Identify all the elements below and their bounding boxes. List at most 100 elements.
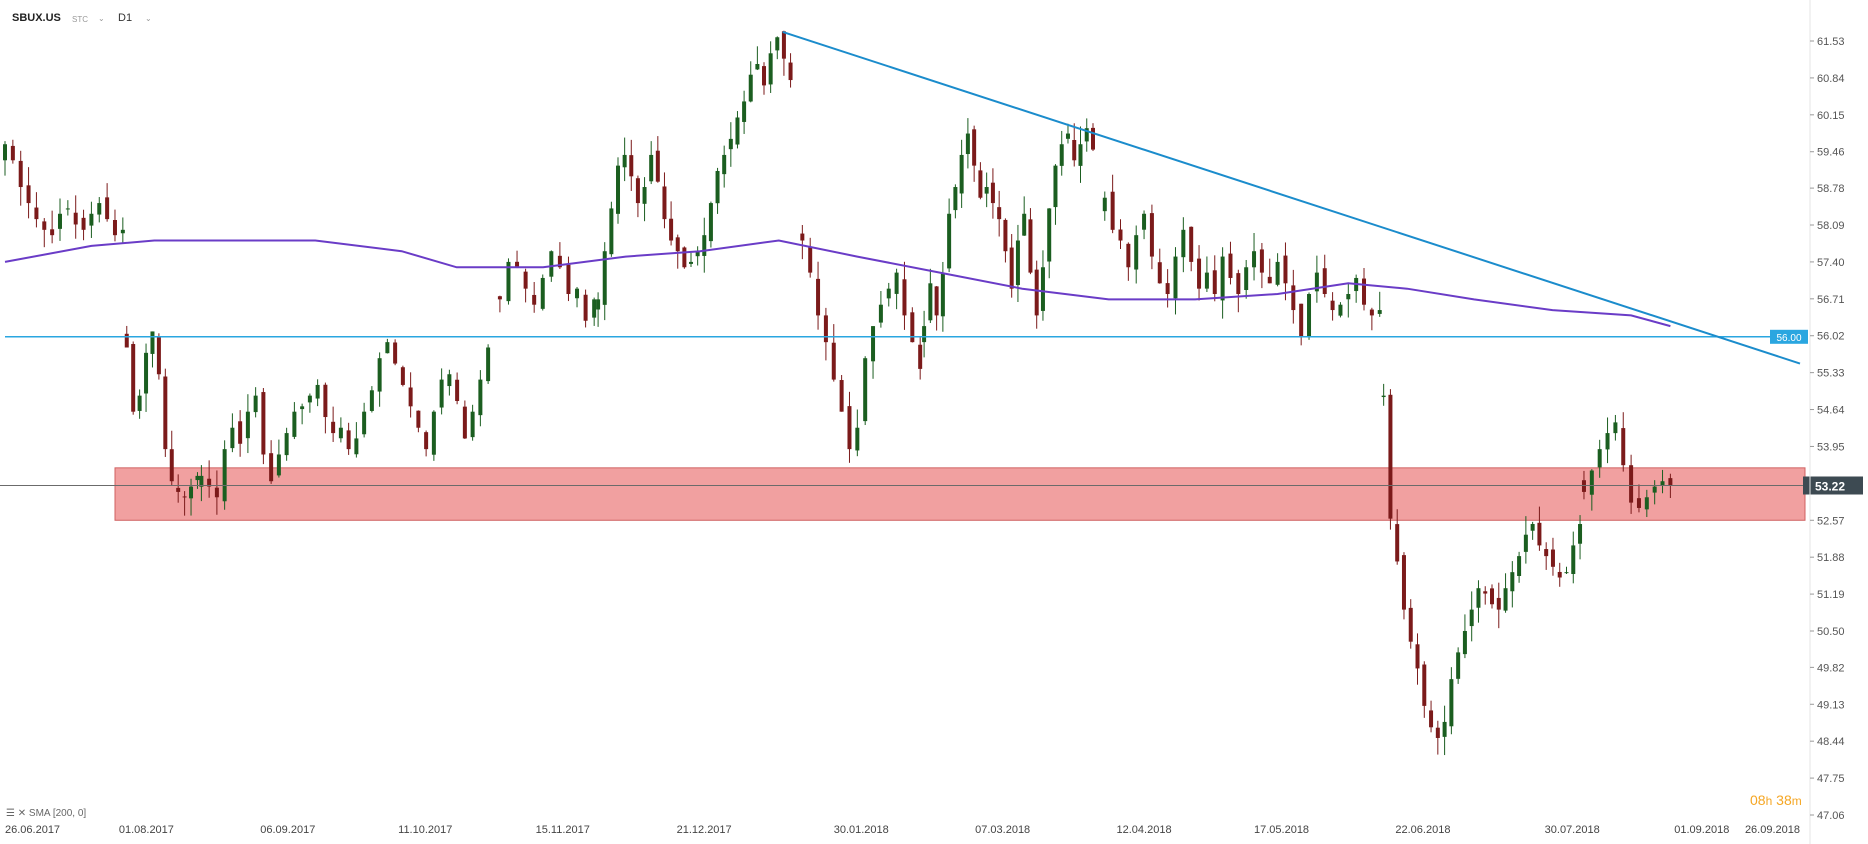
candle-body[interactable] [1557, 571, 1562, 578]
candle-body[interactable] [1197, 258, 1202, 289]
candle-body[interactable] [26, 185, 31, 204]
candle-body[interactable] [385, 342, 390, 354]
candle-body[interactable] [1636, 498, 1641, 508]
candle-body[interactable] [1456, 652, 1461, 679]
candle-body[interactable] [878, 304, 883, 323]
candle-body[interactable] [622, 154, 627, 168]
candle-body[interactable] [331, 421, 336, 434]
candle-body[interactable] [1490, 588, 1495, 605]
candle-body[interactable] [369, 390, 374, 411]
candle-body[interactable] [1173, 256, 1178, 299]
candle-body[interactable] [1065, 133, 1070, 139]
candle-body[interactable] [1381, 395, 1386, 398]
candle-body[interactable] [112, 220, 117, 236]
candle-body[interactable] [284, 433, 289, 456]
candle-body[interactable] [362, 411, 367, 435]
candle-body[interactable] [105, 197, 110, 220]
candle-body[interactable] [1476, 588, 1481, 608]
candle-body[interactable] [984, 187, 989, 194]
symbol-label[interactable]: SBUX.US [12, 12, 61, 24]
candle-body[interactable] [1483, 591, 1488, 594]
candle-body[interactable] [131, 344, 136, 412]
candle-body[interactable] [338, 427, 343, 439]
candle-body[interactable] [1469, 609, 1474, 627]
candle-body[interactable] [566, 264, 571, 295]
candle-body[interactable] [1377, 310, 1382, 314]
candle-body[interactable] [855, 427, 860, 451]
candle-body[interactable] [276, 454, 281, 476]
candle-body[interactable] [207, 478, 212, 487]
candle-body[interactable] [940, 272, 945, 317]
candle-body[interactable] [245, 411, 250, 439]
candle-body[interactable] [742, 101, 747, 122]
candle-body[interactable] [269, 453, 274, 482]
candle-body[interactable] [497, 296, 502, 300]
timeframe-label[interactable]: D1 [118, 12, 133, 24]
candle-body[interactable] [439, 379, 444, 408]
candle-body[interactable] [163, 376, 168, 450]
close-icon[interactable]: ✕ [17, 808, 27, 819]
candle-body[interactable] [195, 475, 200, 481]
candle-body[interactable] [377, 358, 382, 392]
candle-body[interactable] [596, 299, 601, 310]
candle-body[interactable] [1047, 208, 1052, 262]
candle-body[interactable] [1228, 253, 1233, 278]
candle-body[interactable] [816, 278, 821, 316]
candle-body[interactable] [169, 449, 174, 482]
candle-body[interactable] [847, 406, 852, 450]
candle-body[interactable] [918, 344, 923, 369]
candle-body[interactable] [50, 229, 55, 236]
chevron-down-icon[interactable]: ⌄ [98, 14, 105, 23]
candle-body[interactable] [928, 283, 933, 321]
candle-body[interactable] [922, 326, 927, 343]
candle-body[interactable] [1338, 304, 1343, 316]
candle-body[interactable] [953, 187, 958, 211]
candle-body[interactable] [1267, 276, 1272, 284]
candle-body[interactable] [1181, 229, 1186, 258]
candle-body[interactable] [1462, 630, 1467, 655]
candle-body[interactable] [755, 64, 760, 70]
price-type-label[interactable]: STC [72, 15, 88, 24]
candle-body[interactable] [1126, 243, 1131, 268]
candle-body[interactable] [978, 170, 983, 198]
candle-body[interactable] [1022, 213, 1027, 236]
candle-body[interactable] [1252, 251, 1257, 268]
candle-body[interactable] [947, 213, 952, 269]
candle-body[interactable] [1053, 165, 1058, 208]
candle-body[interactable] [894, 272, 899, 294]
candle-body[interactable] [120, 229, 125, 234]
candle-body[interactable] [1003, 219, 1008, 252]
candle-body[interactable] [1059, 144, 1064, 166]
candle-body[interactable] [863, 358, 868, 422]
candle-body[interactable] [1613, 422, 1618, 434]
candle-body[interactable] [292, 411, 297, 437]
candle-body[interactable] [222, 449, 227, 502]
candle-body[interactable] [424, 432, 429, 450]
candle-body[interactable] [447, 374, 452, 387]
candle-body[interactable] [1034, 269, 1039, 316]
candle-body[interactable] [768, 53, 773, 85]
candle-body[interactable] [1369, 309, 1374, 316]
candle-body[interactable] [470, 411, 475, 438]
candle-body[interactable] [1496, 597, 1501, 610]
candle-body[interactable] [300, 406, 305, 410]
candle-body[interactable] [965, 133, 970, 155]
candle-body[interactable] [1660, 481, 1665, 486]
candle-body[interactable] [1578, 524, 1583, 544]
candle-body[interactable] [315, 384, 320, 399]
candle-body[interactable] [10, 145, 15, 161]
candle-body[interactable] [354, 438, 359, 455]
candle-body[interactable] [515, 261, 520, 268]
candle-body[interactable] [1449, 679, 1454, 727]
candle-body[interactable] [775, 37, 780, 51]
candle-body[interactable] [1009, 247, 1014, 289]
candle-body[interactable] [1581, 480, 1586, 492]
candle-body[interactable] [150, 331, 155, 354]
candle-body[interactable] [1564, 572, 1569, 574]
candle-body[interactable] [1589, 470, 1594, 495]
candle-body[interactable] [1149, 213, 1154, 257]
indicator-legend[interactable]: ☰ ✕ SMA [200, 0] [6, 808, 86, 819]
candle-body[interactable] [1028, 219, 1033, 273]
candle-body[interactable] [214, 487, 219, 498]
